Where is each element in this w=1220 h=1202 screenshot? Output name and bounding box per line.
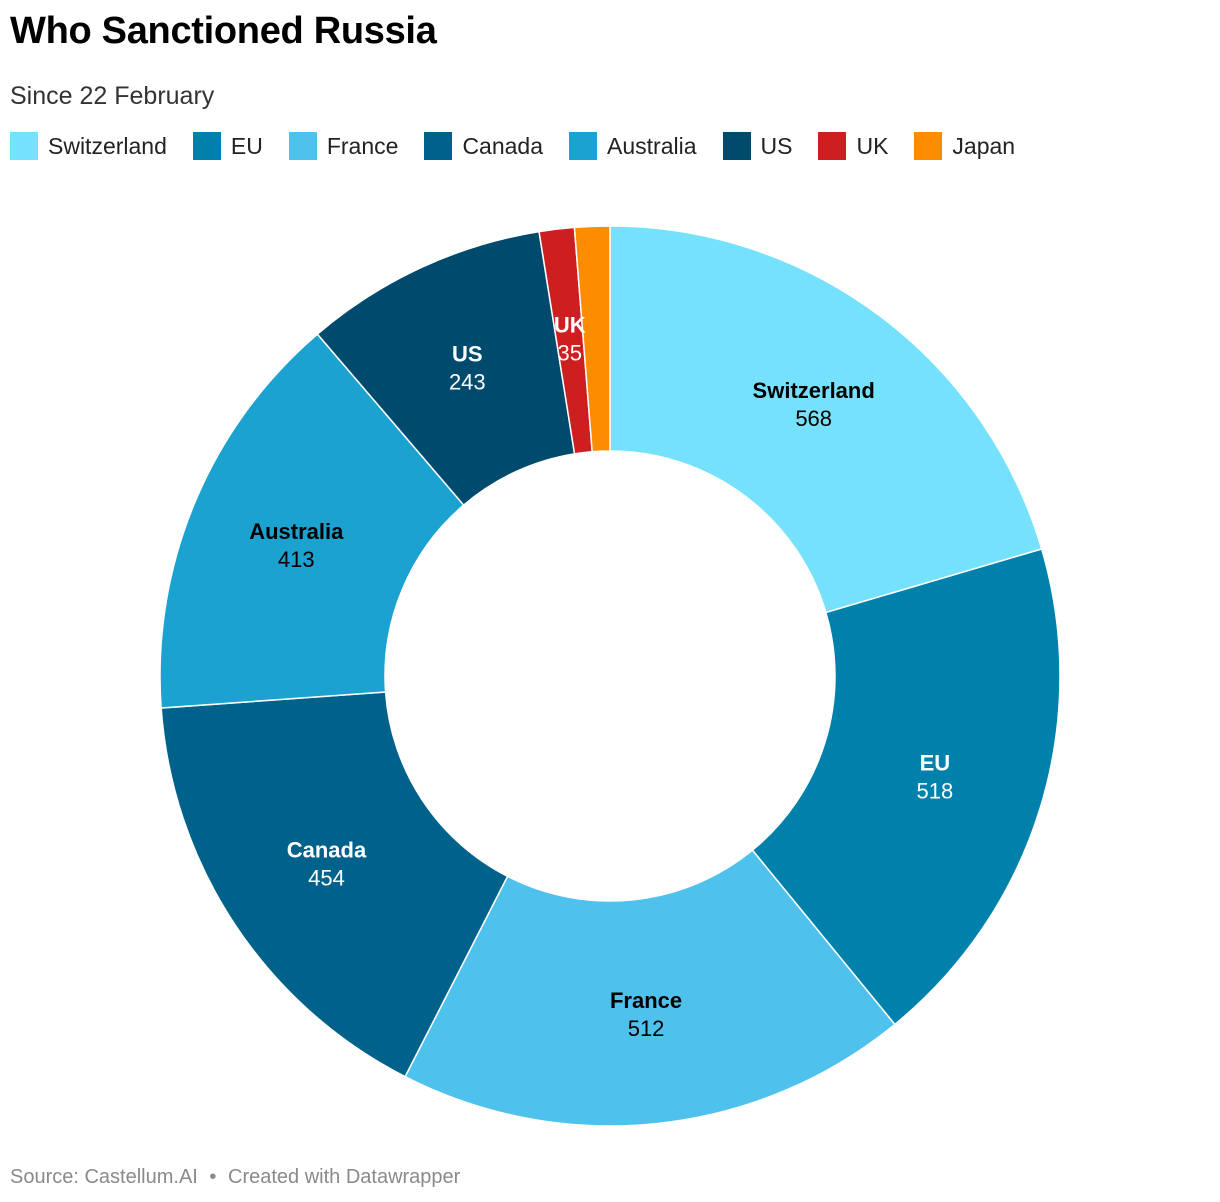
slice-value-australia: 413 — [278, 547, 315, 572]
legend-label: France — [326, 132, 399, 159]
slice-australia — [159, 333, 465, 709]
slice-france — [404, 849, 896, 1127]
legend-item-france: France — [288, 132, 399, 160]
legend-item-canada: Canada — [424, 132, 543, 160]
slice-value-france: 512 — [628, 1016, 665, 1041]
slice-label-switzerland: Switzerland — [753, 378, 875, 403]
slice-label-canada: Canada — [287, 838, 367, 863]
legend-swatch — [818, 132, 847, 160]
footer: Source: Castellum.AI • Created with Data… — [10, 1166, 460, 1189]
chart-subtitle: Since 22 February — [10, 82, 215, 110]
legend-item-eu: EU — [192, 132, 263, 160]
legend-swatch — [192, 132, 221, 160]
legend-swatch — [288, 132, 317, 160]
slice-value-canada: 454 — [308, 866, 345, 891]
slice-eu — [751, 548, 1061, 1026]
credit-note: Created with Datawrapper — [228, 1166, 461, 1188]
slice-label-us: US — [452, 341, 483, 366]
legend-label: Japan — [952, 132, 1016, 159]
chart-title: Who Sanctioned Russia — [10, 10, 437, 52]
legend-item-switzerland: Switzerland — [10, 132, 167, 160]
slice-value-eu: 518 — [916, 778, 953, 803]
legend-item-us: US — [722, 132, 793, 160]
source-note: Source: Castellum.AI — [10, 1166, 198, 1188]
slice-value-us: 243 — [449, 369, 486, 394]
legend-label: Australia — [607, 132, 697, 159]
slice-label-france: France — [610, 988, 682, 1013]
footer-separator: • — [209, 1166, 217, 1188]
slice-switzerland — [609, 225, 1043, 614]
legend-swatch — [914, 132, 943, 160]
slice-label-eu: EU — [920, 750, 951, 775]
legend-label: EU — [230, 132, 263, 159]
slice-value-switzerland: 568 — [795, 406, 832, 431]
slice-label-australia: Australia — [249, 519, 344, 544]
legend-item-japan: Japan — [914, 132, 1015, 160]
slice-label-uk: UK — [554, 312, 586, 337]
legend-swatch — [722, 132, 751, 160]
legend: Switzerland EU France Canada Australia US UK Ja… — [10, 132, 1041, 160]
legend-label: Switzerland — [48, 132, 167, 159]
legend-item-australia: Australia — [569, 132, 697, 160]
slice-value-uk: 35 — [557, 340, 581, 365]
legend-label: US — [760, 132, 793, 159]
legend-swatch — [10, 132, 38, 160]
legend-swatch — [424, 132, 453, 160]
legend-swatch — [569, 132, 598, 160]
legend-item-uk: UK — [818, 132, 888, 160]
slice-japan — [573, 225, 611, 453]
legend-label: Canada — [462, 132, 544, 159]
slice-canada — [160, 691, 509, 1078]
legend-label: UK — [856, 132, 889, 159]
